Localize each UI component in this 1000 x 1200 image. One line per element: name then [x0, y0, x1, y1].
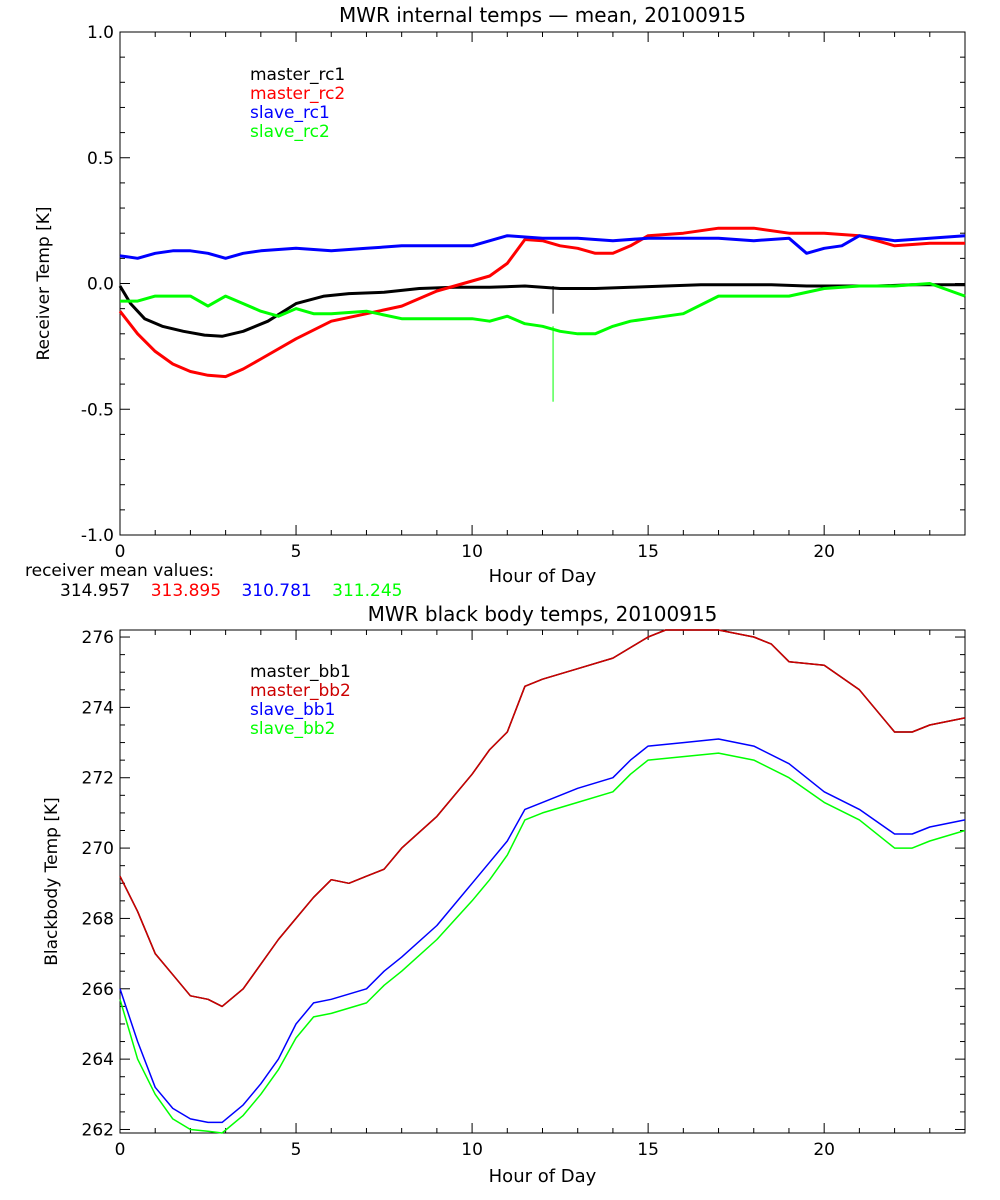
panel1-x-tick-label: 20: [813, 542, 835, 562]
panel2-y-axis-label: Blackbody Temp [K]: [42, 797, 62, 966]
panel1-x-tick-label: 15: [637, 542, 659, 562]
panel2-legend-master-bb2: master_bb2: [250, 681, 351, 701]
panel1-y-axis-label: Receiver Temp [K]: [34, 206, 54, 360]
panel2-y-tick-label: 268: [82, 909, 114, 929]
panel2-series-line-master-bb2: [119, 629, 966, 1008]
receiver-mean-values: 314.957 313.895 310.781 311.245: [60, 581, 417, 601]
panel2-x-tick-label: 0: [115, 1140, 126, 1160]
panel1-y-tick-label: 0.5: [87, 149, 114, 169]
panel1-x-tick-label: 5: [291, 542, 302, 562]
panel2-y-tick-label: 264: [82, 1050, 114, 1070]
mean-value-slave-rc2: 311.245: [332, 581, 403, 601]
mean-value-master-rc1: 314.957: [60, 581, 131, 601]
panel1-legend-slave-rc2: slave_rc2: [250, 122, 330, 142]
panel1-x-tick-label: 10: [461, 542, 483, 562]
panel1-series-line-slave-rc1: [119, 234, 966, 260]
panel2-x-tick-label: 5: [291, 1140, 302, 1160]
panel2-x-tick-label: 10: [461, 1140, 483, 1160]
panel1-chart-title: MWR internal temps — mean, 20100915: [339, 3, 746, 27]
panel2-y-tick-label: 274: [82, 698, 114, 718]
panel1-series-line-master-rc2: [118, 226, 965, 379]
panel1-y-tick-label: -0.5: [81, 400, 114, 420]
panel2-plot-frame: [119, 629, 966, 1134]
panel1-x-axis-label: Hour of Day: [489, 566, 597, 587]
panel2-y-tick-label: 270: [82, 839, 114, 859]
mean-value-slave-rc1: 310.781: [241, 581, 312, 601]
panel1-legend-slave-rc1: slave_rc1: [250, 103, 330, 123]
panel2-chart-title: MWR black body temps, 20100915: [368, 602, 718, 626]
panel1-y-tick-label: 1.0: [87, 23, 114, 43]
panel1-x-tick-label: 0: [115, 542, 126, 562]
panel2-x-tick-label: 20: [813, 1140, 835, 1160]
panel1-y-tick-label: 0.0: [87, 275, 114, 295]
panel1-series-line-master-rc1: [118, 283, 965, 338]
panel2-legend-slave-bb2: slave_bb2: [250, 719, 335, 739]
panel2-y-tick-label: 272: [82, 769, 114, 789]
panel1-y-tick-label: -1.0: [81, 526, 114, 546]
panel2-y-tick-label: 276: [82, 628, 114, 648]
panel2-y-tick-label: 266: [82, 980, 114, 1000]
panel2-series-line-slave-bb2: [119, 752, 966, 1134]
panel1-legend-master-rc1: master_rc1: [250, 65, 345, 85]
panel1-legend-master-rc2: master_rc2: [250, 84, 345, 104]
receiver-mean-label: receiver mean values:: [25, 561, 215, 581]
panel2-x-tick-label: 15: [637, 1140, 659, 1160]
panel1-plot-frame: [119, 31, 966, 536]
panel2-legend-master-bb1: master_bb1: [250, 662, 351, 682]
panel2-x-axis-label: Hour of Day: [489, 1166, 597, 1187]
mean-value-master-rc2: 313.895: [150, 581, 222, 601]
panel2-legend-slave-bb1: slave_bb1: [250, 700, 335, 720]
panel2-series-line-slave-bb1: [119, 738, 966, 1124]
panel1-series-line-slave-rc2: [120, 282, 966, 336]
panel2-y-tick-label: 262: [82, 1120, 114, 1140]
panel2-series-line-master-bb1: [119, 629, 966, 1008]
